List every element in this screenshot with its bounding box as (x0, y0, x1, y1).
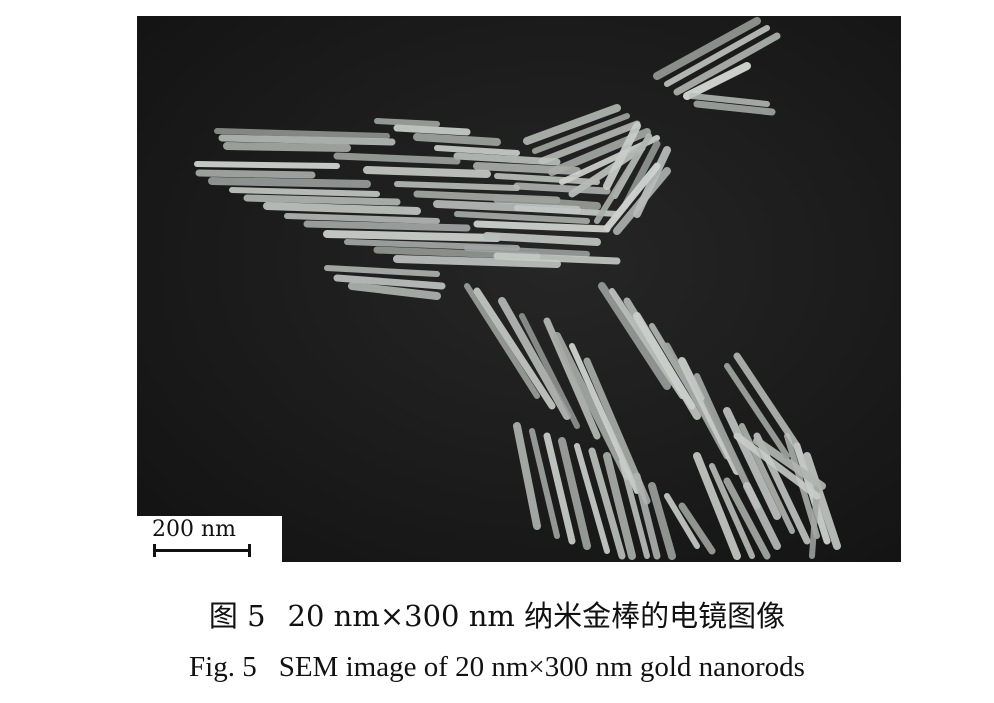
nanorod (363, 166, 491, 178)
nanorod (393, 124, 471, 136)
caption-chinese-text: 20 nm×300 nm 纳米金棒的电镜图像 (287, 599, 786, 633)
sem-image: 200 nm (137, 16, 901, 562)
nanorod (214, 128, 390, 139)
nanorod (664, 25, 770, 87)
nanorod (689, 93, 770, 107)
nanorod (693, 452, 741, 560)
nanorod (333, 274, 446, 290)
scale-bar: 200 nm (137, 516, 282, 562)
caption-english-text: SEM image of 20 nm×300 nm gold nanorods (278, 651, 805, 683)
nanorod (664, 493, 700, 549)
nanorod (693, 100, 776, 116)
nanorod (803, 452, 841, 550)
nanorod (653, 17, 761, 80)
nanorod (498, 297, 571, 420)
nanorod (683, 62, 751, 100)
nanorod (413, 133, 501, 146)
nanorod (263, 202, 421, 215)
nanorod (594, 153, 640, 224)
nanorod (538, 120, 641, 165)
nanorod (519, 313, 580, 429)
nanorod (348, 282, 441, 300)
nanorod (568, 144, 646, 198)
nanorod (603, 452, 636, 560)
nanorod (724, 363, 790, 459)
nanorod (195, 169, 316, 179)
nanorod (753, 437, 826, 490)
nanorod (523, 104, 621, 145)
nanorod (709, 463, 755, 559)
nanorod (464, 245, 590, 257)
nanorod (324, 265, 440, 277)
caption-chinese-number: 图 5 (208, 599, 266, 633)
nanorod (733, 432, 821, 500)
nanorod (543, 432, 576, 545)
nanorod (243, 194, 401, 206)
nanorod (208, 177, 371, 188)
nanorod (284, 213, 440, 224)
nanorod (603, 162, 661, 232)
nanorod (673, 32, 781, 96)
nanorod (394, 181, 520, 191)
nanorod (532, 113, 630, 154)
nanorod (723, 407, 781, 520)
caption-chinese: 图 5 20 nm×300 nm 纳米金棒的电镜图像 (0, 593, 994, 635)
nanorod (223, 142, 351, 152)
nanorod (598, 282, 671, 390)
nanorod (733, 352, 801, 450)
nanorod (303, 220, 471, 232)
nanorod (743, 482, 781, 550)
nanorod (619, 458, 650, 559)
nanorod (434, 145, 520, 156)
nanorod (433, 200, 581, 214)
nanorod (483, 232, 601, 246)
nanorod (613, 167, 671, 235)
caption-english: Fig. 5 SEM image of 20 nm×300 nm gold nan… (0, 651, 994, 684)
nanorod (513, 422, 541, 530)
scale-bar-label: 200 nm (152, 517, 237, 542)
nanorod (529, 428, 560, 539)
nanorod (633, 312, 701, 420)
nanorod (473, 287, 556, 410)
nanorod (229, 187, 380, 197)
nanorod (493, 252, 621, 265)
nanorod (494, 173, 600, 185)
nanorod (393, 255, 561, 268)
nanorod (513, 182, 611, 195)
nanorod (218, 134, 396, 146)
nanorod (333, 152, 461, 165)
nanorod (413, 190, 561, 204)
nanorod (678, 502, 716, 555)
nanorod (723, 477, 771, 560)
nanorod (648, 482, 676, 560)
nanorod (194, 161, 340, 169)
nanorod (374, 118, 440, 127)
nanorod (473, 220, 611, 233)
caption-english-number: Fig. 5 (189, 651, 257, 683)
nanorod (553, 332, 631, 480)
nanorod (603, 122, 641, 190)
nanorod (454, 211, 590, 224)
nanorod (574, 443, 610, 554)
nanorod (323, 230, 501, 242)
nanorods-micrograph (137, 16, 901, 562)
nanorod (558, 437, 591, 550)
nanorod (588, 447, 626, 560)
scale-bar-line (153, 544, 251, 557)
nanorod (633, 472, 661, 560)
nanorod (464, 283, 540, 399)
